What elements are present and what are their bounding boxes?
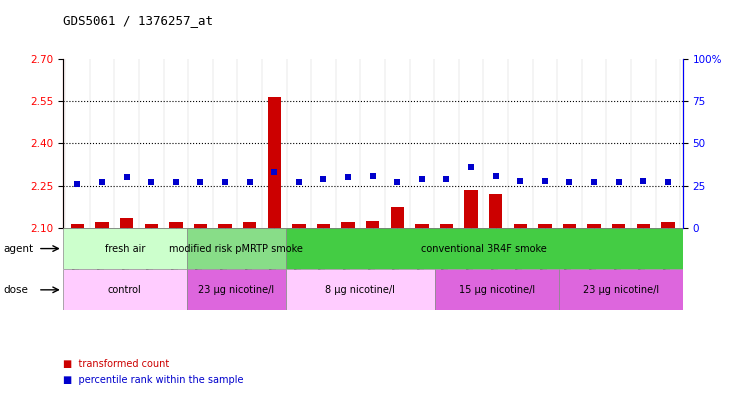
Text: 23 μg nicotine/l: 23 μg nicotine/l xyxy=(199,285,275,295)
Bar xyxy=(292,224,306,228)
Point xyxy=(391,179,403,185)
Bar xyxy=(612,224,625,228)
Point xyxy=(490,173,502,179)
Point xyxy=(564,179,576,185)
Bar xyxy=(187,228,286,269)
Bar xyxy=(514,224,527,228)
Bar xyxy=(636,224,650,228)
Bar xyxy=(286,228,683,269)
Text: 15 μg nicotine/l: 15 μg nicotine/l xyxy=(458,285,535,295)
Bar xyxy=(193,224,207,228)
Bar xyxy=(366,221,379,228)
Bar xyxy=(267,97,281,228)
Bar xyxy=(661,222,675,228)
Bar xyxy=(63,228,187,269)
Text: ■  percentile rank within the sample: ■ percentile rank within the sample xyxy=(63,375,244,385)
Bar xyxy=(587,224,601,228)
Text: 8 μg nicotine/l: 8 μg nicotine/l xyxy=(325,285,396,295)
Point xyxy=(613,179,624,185)
Point xyxy=(441,176,452,182)
Bar xyxy=(286,269,435,310)
Point xyxy=(638,178,649,184)
Bar xyxy=(559,269,683,310)
Bar xyxy=(435,269,559,310)
Bar xyxy=(120,218,134,228)
Bar xyxy=(218,224,232,228)
Bar xyxy=(489,194,503,228)
Bar xyxy=(243,222,257,228)
Bar xyxy=(563,224,576,228)
Point xyxy=(465,164,477,170)
Bar xyxy=(169,222,183,228)
Point xyxy=(317,176,329,182)
Text: GDS5061 / 1376257_at: GDS5061 / 1376257_at xyxy=(63,15,213,28)
Point xyxy=(269,169,280,175)
Text: agent: agent xyxy=(4,244,34,253)
Bar xyxy=(464,190,478,228)
Text: dose: dose xyxy=(4,285,29,295)
Point xyxy=(244,179,255,185)
Text: conventional 3R4F smoke: conventional 3R4F smoke xyxy=(421,244,547,253)
Text: control: control xyxy=(108,285,142,295)
Bar xyxy=(390,207,404,228)
Point xyxy=(195,179,207,185)
Point xyxy=(72,181,83,187)
Text: modified risk pMRTP smoke: modified risk pMRTP smoke xyxy=(169,244,303,253)
Bar xyxy=(95,222,109,228)
Point xyxy=(539,178,551,184)
Text: 23 μg nicotine/l: 23 μg nicotine/l xyxy=(582,285,659,295)
Point xyxy=(588,179,600,185)
Bar xyxy=(317,224,331,228)
Text: ■  transformed count: ■ transformed count xyxy=(63,360,169,369)
Point xyxy=(170,179,182,185)
Bar xyxy=(415,224,429,228)
Point xyxy=(96,179,108,185)
Bar xyxy=(145,224,158,228)
Point xyxy=(121,174,133,180)
Bar xyxy=(71,224,84,228)
Point xyxy=(219,179,231,185)
Point xyxy=(662,179,674,185)
Point xyxy=(293,179,305,185)
Bar xyxy=(63,269,187,310)
Bar xyxy=(440,224,453,228)
Point xyxy=(145,179,157,185)
Text: fresh air: fresh air xyxy=(105,244,145,253)
Point xyxy=(416,176,428,182)
Bar xyxy=(187,269,286,310)
Bar xyxy=(538,224,551,228)
Point xyxy=(367,173,379,179)
Point xyxy=(514,178,526,184)
Point xyxy=(342,174,354,180)
Bar xyxy=(341,222,355,228)
